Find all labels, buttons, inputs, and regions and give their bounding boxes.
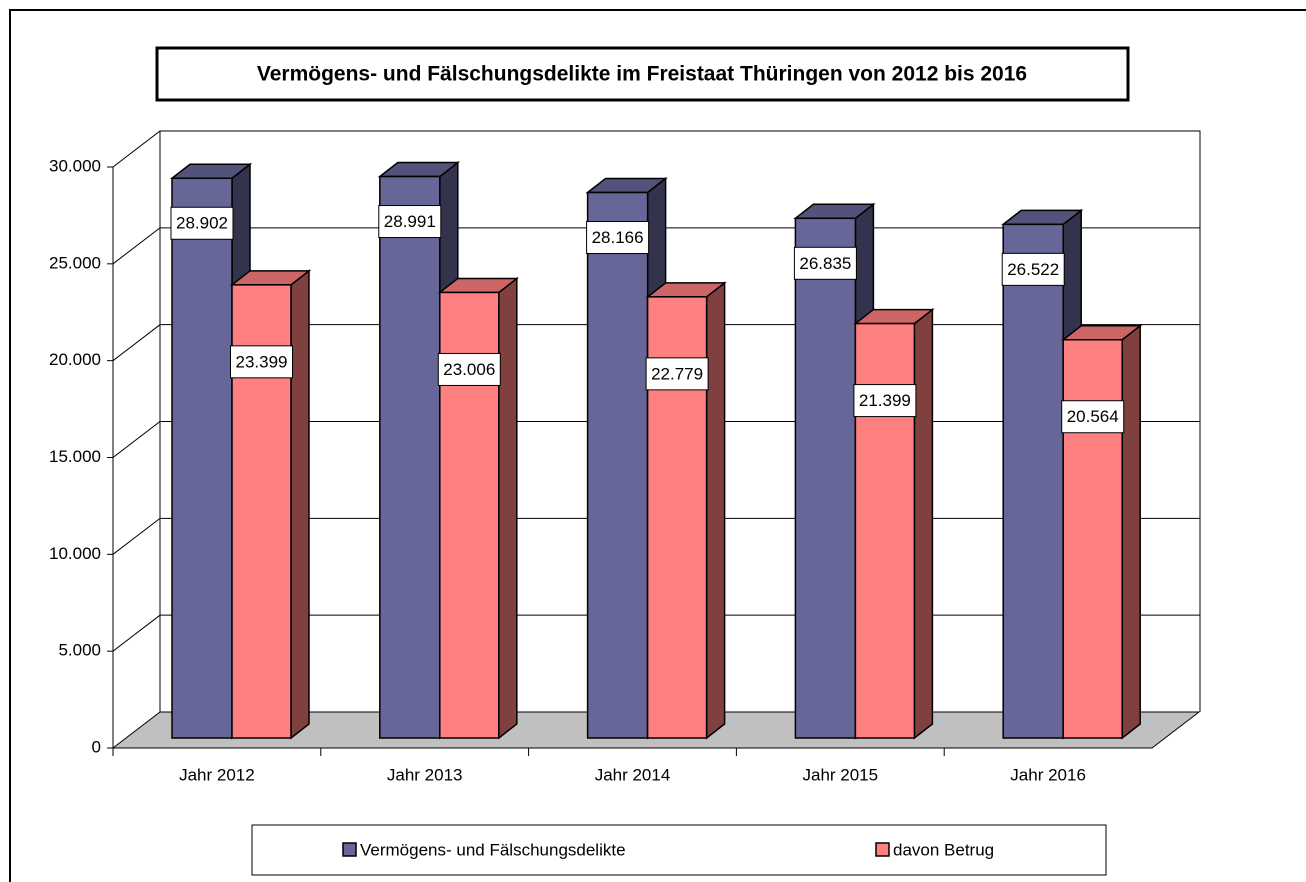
value-label: 22.779 <box>651 364 703 383</box>
y-tick-label: 5.000 <box>58 641 101 660</box>
grid-line <box>112 130 1200 168</box>
value-label: 23.006 <box>443 360 495 379</box>
bar-side <box>1121 324 1141 740</box>
value-label-box <box>170 206 234 240</box>
value-label: 20.564 <box>1067 407 1119 426</box>
bar-side <box>290 269 310 740</box>
x-tick-label: Jahr 2012 <box>179 765 255 784</box>
value-label: 28.991 <box>384 212 436 231</box>
y-tick-label: 30.000 <box>49 156 101 175</box>
bar-side <box>913 308 934 740</box>
value-label-box <box>853 384 917 418</box>
legend-box <box>251 824 1107 876</box>
value-label: 23.399 <box>236 352 288 371</box>
value-label: 26.835 <box>799 254 851 273</box>
x-tick-label: Jahr 2016 <box>1010 765 1086 784</box>
legend-swatch <box>342 842 357 857</box>
chart-frame <box>9 9 1306 882</box>
value-label-box <box>1001 252 1065 286</box>
value-label-box <box>793 246 857 280</box>
x-tick-label: Jahr 2014 <box>595 765 671 784</box>
x-tick-label: Jahr 2015 <box>802 765 878 784</box>
bar <box>645 281 727 740</box>
value-label-box <box>645 357 709 391</box>
y-tick-label: 10.000 <box>49 544 101 563</box>
title-box <box>155 46 1130 102</box>
bar-front <box>1002 223 1064 739</box>
chart-title: Vermögens- und Fälschungsdelikte im Frei… <box>257 63 1027 86</box>
y-tick-label: 20.000 <box>49 350 101 369</box>
y-tick-label: 15.000 <box>49 447 101 466</box>
value-label-box <box>230 345 293 379</box>
legend-label: Vermögens- und Fälschungsdelikte <box>360 840 626 859</box>
bar-front <box>379 175 441 739</box>
value-label-box <box>378 205 442 239</box>
value-label: 21.399 <box>859 391 911 410</box>
value-label: 28.902 <box>176 214 228 233</box>
bar-side <box>498 276 518 740</box>
x-tick-label: Jahr 2013 <box>387 765 463 784</box>
y-tick-label: 0 <box>92 737 101 756</box>
bar <box>437 276 519 740</box>
y-tick-label: 25.000 <box>49 253 101 272</box>
value-label-box <box>1061 400 1125 434</box>
bar <box>1061 324 1143 740</box>
bar <box>853 308 935 740</box>
bar-side <box>705 281 726 740</box>
value-label: 26.522 <box>1007 260 1059 279</box>
bar-front <box>171 177 233 739</box>
bar-front <box>586 191 649 739</box>
value-label-box <box>586 221 650 255</box>
legend-label: davon Betrug <box>893 840 994 859</box>
value-label: 28.166 <box>592 228 644 247</box>
legend-swatch <box>875 842 890 857</box>
value-label-box <box>437 352 501 386</box>
bar <box>229 269 312 740</box>
bar-front <box>1062 338 1123 739</box>
bar-front <box>794 217 857 739</box>
